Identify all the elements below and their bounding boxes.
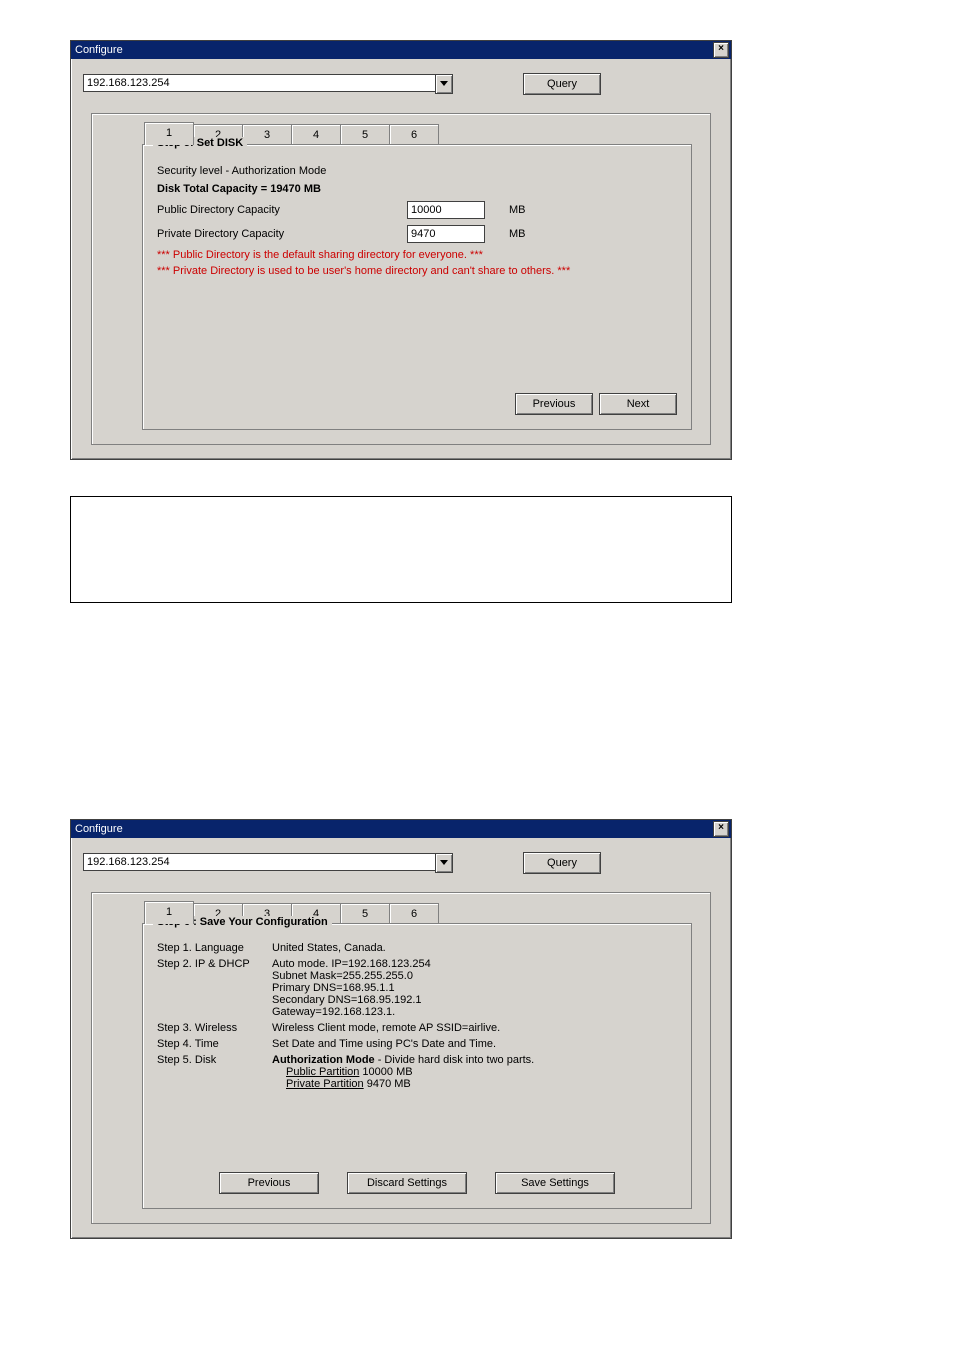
ip-input[interactable] bbox=[83, 853, 436, 871]
tab-5[interactable]: 5 bbox=[340, 124, 390, 145]
configure-window-step6: Configure × Query 1 2 3 4 5 bbox=[70, 819, 732, 1239]
private-dir-label: Private Directory Capacity bbox=[157, 228, 407, 240]
window-title: Configure bbox=[75, 41, 123, 59]
summary-step5-rest: - Divide hard disk into two parts. bbox=[375, 1054, 535, 1066]
wizard-panel: 1 2 3 4 5 6 Step 6 : Save Your Configura… bbox=[91, 892, 711, 1224]
chevron-down-icon[interactable] bbox=[435, 853, 453, 873]
summary-step2-line5: Gateway=192.168.123.1. bbox=[272, 1006, 677, 1018]
tab-1[interactable]: 1 bbox=[144, 122, 194, 145]
summary-private-partition: Private Partition bbox=[286, 1078, 364, 1090]
note-public: *** Public Directory is the default shar… bbox=[157, 249, 677, 261]
chevron-down-icon[interactable] bbox=[435, 74, 453, 94]
summary-public-partition: Public Partition bbox=[286, 1066, 359, 1078]
tab-6[interactable]: 6 bbox=[389, 903, 439, 924]
ip-combo[interactable] bbox=[83, 74, 453, 94]
summary-step5-value: Authorization Mode - Divide hard disk in… bbox=[272, 1054, 677, 1090]
summary-step1-label: Step 1. Language bbox=[157, 942, 272, 954]
ip-combo[interactable] bbox=[83, 853, 453, 873]
public-dir-label: Public Directory Capacity bbox=[157, 204, 407, 216]
step5-group: Step 5: Set DISK Security level - Author… bbox=[142, 144, 692, 430]
save-settings-button[interactable]: Save Settings bbox=[495, 1172, 615, 1194]
tab-5[interactable]: 5 bbox=[340, 903, 390, 924]
public-dir-input[interactable] bbox=[407, 201, 485, 219]
tab-1[interactable]: 1 bbox=[144, 901, 194, 924]
tab-4[interactable]: 4 bbox=[291, 124, 341, 145]
summary-step2-line4: Secondary DNS=168.95.192.1 bbox=[272, 994, 677, 1006]
summary-step4-label: Step 4. Time bbox=[157, 1038, 272, 1050]
next-button[interactable]: Next bbox=[599, 393, 677, 415]
summary-step2-label: Step 2. IP & DHCP bbox=[157, 958, 272, 1018]
tab-3[interactable]: 3 bbox=[242, 124, 292, 145]
tab-6[interactable]: 6 bbox=[389, 124, 439, 145]
query-button[interactable]: Query bbox=[523, 73, 601, 95]
summary-private-partition-mb: 9470 MB bbox=[364, 1078, 411, 1090]
summary-step4-value: Set Date and Time using PC's Date and Ti… bbox=[272, 1038, 677, 1050]
empty-placeholder-box bbox=[70, 496, 732, 603]
capacity-label: Disk Total Capacity = 19470 MB bbox=[157, 183, 407, 195]
titlebar[interactable]: Configure × bbox=[71, 820, 731, 838]
summary-step5-mode: Authorization Mode bbox=[272, 1054, 375, 1066]
close-icon[interactable]: × bbox=[713, 42, 729, 58]
close-icon[interactable]: × bbox=[713, 821, 729, 837]
previous-button[interactable]: Previous bbox=[515, 393, 593, 415]
summary-step2-value: Auto mode. IP=192.168.123.254 Subnet Mas… bbox=[272, 958, 677, 1018]
ip-input[interactable] bbox=[83, 74, 436, 92]
wizard-panel: 1 2 3 4 5 6 Step 5: Set DISK Security le… bbox=[91, 113, 711, 445]
summary-step3-label: Step 3. Wireless bbox=[157, 1022, 272, 1034]
configure-window-step5: Configure × Query 1 2 3 4 5 bbox=[70, 40, 732, 460]
summary-step5-label: Step 5. Disk bbox=[157, 1054, 272, 1090]
titlebar[interactable]: Configure × bbox=[71, 41, 731, 59]
step6-group: Step 6 : Save Your Configuration Step 1.… bbox=[142, 923, 692, 1209]
summary-public-partition-mb: 10000 MB bbox=[359, 1066, 412, 1078]
summary-step3-value: Wireless Client mode, remote AP SSID=air… bbox=[272, 1022, 677, 1034]
security-label: Security level - Authorization Mode bbox=[157, 165, 407, 177]
unit-label: MB bbox=[509, 228, 526, 240]
previous-button[interactable]: Previous bbox=[219, 1172, 319, 1194]
unit-label: MB bbox=[509, 204, 526, 216]
query-button[interactable]: Query bbox=[523, 852, 601, 874]
summary-step2-line2: Subnet Mask=255.255.255.0 bbox=[272, 970, 677, 982]
summary-step2-line1: Auto mode. IP=192.168.123.254 bbox=[272, 958, 677, 970]
private-dir-input[interactable] bbox=[407, 225, 485, 243]
note-private: *** Private Directory is used to be user… bbox=[157, 265, 677, 277]
discard-settings-button[interactable]: Discard Settings bbox=[347, 1172, 467, 1194]
summary-step2-line3: Primary DNS=168.95.1.1 bbox=[272, 982, 677, 994]
window-title: Configure bbox=[75, 820, 123, 838]
summary-step1-value: United States, Canada. bbox=[272, 942, 677, 954]
